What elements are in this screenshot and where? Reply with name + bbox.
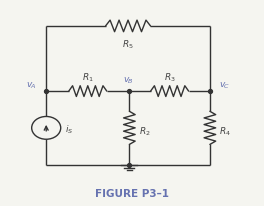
- Text: $R_2$: $R_2$: [139, 125, 150, 138]
- Text: $v_{\!C}$: $v_{\!C}$: [219, 80, 230, 91]
- Text: $v_{\!B}$: $v_{\!B}$: [123, 75, 133, 85]
- Text: $R_1$: $R_1$: [82, 71, 94, 84]
- Text: $R_4$: $R_4$: [219, 125, 231, 138]
- Text: $R_5$: $R_5$: [122, 38, 134, 50]
- Text: $i_S$: $i_S$: [65, 123, 74, 136]
- Text: $v_{\!A}$: $v_{\!A}$: [26, 80, 36, 91]
- Text: $R_3$: $R_3$: [164, 71, 176, 84]
- Text: FIGURE P3–1: FIGURE P3–1: [95, 188, 169, 198]
